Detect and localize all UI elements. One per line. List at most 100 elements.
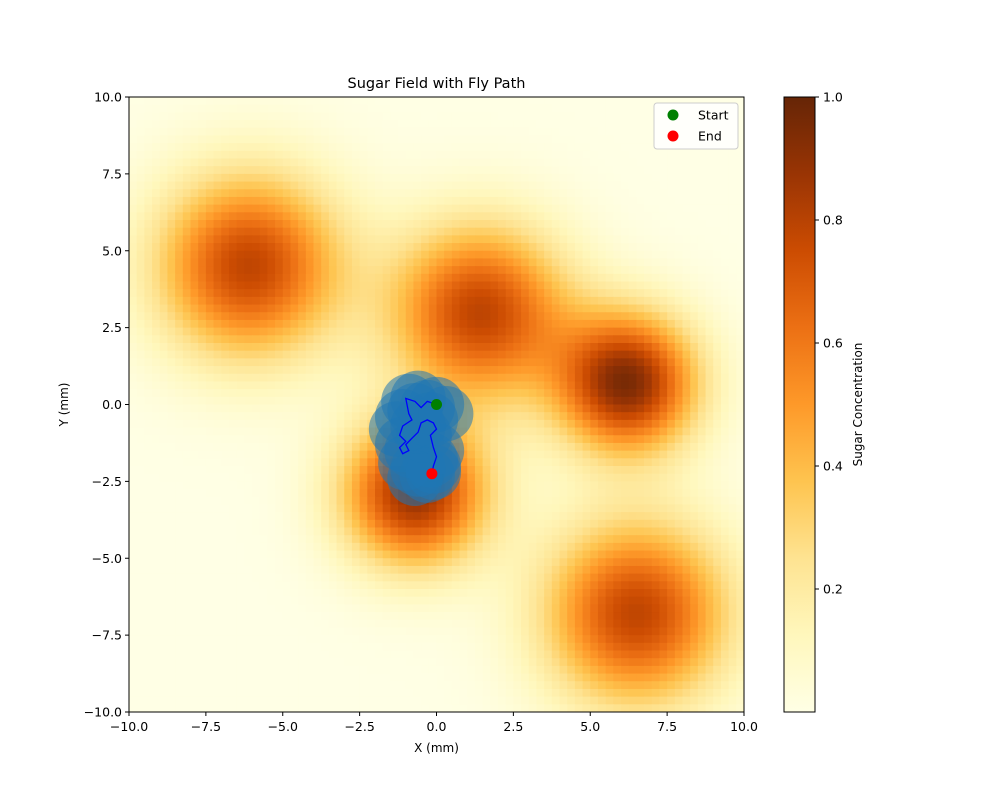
heatmap-cell [213,419,222,429]
heatmap-cell [298,97,307,106]
heatmap-cell [144,519,153,528]
heatmap-cell [667,327,676,336]
heatmap-cell [244,358,253,367]
heatmap-cell [544,289,553,298]
heatmap-cell [474,258,484,267]
heatmap-cell [567,235,576,244]
heatmap-cell [321,396,330,405]
heatmap-cell [720,450,730,459]
heatmap-cell [428,504,437,513]
heatmap-cell [382,312,391,321]
heatmap-cell [597,220,607,229]
heatmap-cell [690,504,699,513]
heatmap-cell [305,389,314,398]
heatmap-cell [605,335,614,344]
heatmap-cell [521,466,530,475]
heatmap-cell [290,573,299,582]
heatmap-cell [651,350,660,359]
heatmap-cell [359,304,368,313]
heatmap-cell [275,312,284,321]
heatmap-cell [505,312,514,321]
heatmap-cell [298,135,307,144]
heatmap-cell [444,158,453,167]
heatmap-cell [390,243,399,252]
heatmap-cell [490,565,499,575]
heatmap-cell [659,335,668,344]
heatmap-cell [144,189,153,198]
heatmap-cell [159,358,168,367]
heatmap-cell [667,296,676,306]
heatmap-cell [667,435,676,444]
heatmap-cell [129,373,138,382]
heatmap-cell [252,112,261,121]
heatmap-cell [152,335,161,344]
heatmap-cell [328,565,338,575]
heatmap-cell [628,489,637,498]
heatmap-cell [175,104,184,113]
heatmap-cell [467,220,476,229]
heatmap-cell [498,427,507,436]
heatmap-cell [551,435,560,444]
heatmap-cell [521,250,530,259]
heatmap-cell [152,296,161,306]
heatmap-cell [567,150,576,159]
heatmap-cell [459,212,468,221]
heatmap-cell [659,473,668,482]
heatmap-cell [713,266,722,275]
heatmap-cell [651,527,660,536]
heatmap-cell [152,419,161,429]
heatmap-cell [551,504,560,513]
heatmap-cell [244,366,253,375]
heatmap-cell [720,304,730,313]
heatmap-cell [467,389,476,398]
heatmap-cell [428,196,437,206]
heatmap-cell [636,235,645,244]
heatmap-cell [590,350,599,359]
heatmap-cell [544,450,553,459]
heatmap-cell [674,458,683,467]
heatmap-cell [505,112,514,121]
heatmap-cell [367,343,376,352]
heatmap-cell [351,565,361,575]
heatmap-cell [544,196,553,206]
heatmap-cell [159,512,168,521]
heatmap-cell [298,381,307,390]
heatmap-cell [451,519,461,528]
heatmap-cell [351,366,361,375]
heatmap-cell [521,335,530,344]
heatmap-cell [582,227,591,236]
heatmap-cell [205,227,215,236]
heatmap-cell [290,235,299,244]
heatmap-cell [567,258,576,267]
heatmap-cell [205,435,215,444]
heatmap-cell [444,296,453,306]
heatmap-cell [736,327,744,336]
heatmap-cell [505,104,514,113]
heatmap-cell [567,196,576,206]
heatmap-cell [328,227,338,236]
heatmap-cell [651,489,660,498]
heatmap-cell [467,127,476,136]
heatmap-cell [144,158,153,167]
heatmap-cell [159,296,168,306]
heatmap-cell [582,296,591,306]
heatmap-cell [644,512,653,521]
heatmap-cell [382,296,391,306]
heatmap-cell [536,512,545,521]
heatmap-cell [728,565,737,575]
heatmap-cell [321,304,330,313]
heatmap-cell [674,250,683,259]
heatmap-cell [275,489,284,498]
heatmap-cell [528,396,537,405]
heatmap-cell [221,412,230,421]
heatmap-cell [136,181,145,190]
heatmap-cell [375,212,384,221]
heatmap-cell [444,565,453,575]
heatmap-cell [713,97,722,106]
heatmap-cell [521,296,530,306]
heatmap-cell [490,204,499,213]
heatmap-cell [221,150,230,159]
heatmap-cell [582,196,591,206]
heatmap-cell [467,519,476,528]
heatmap-cell [482,127,491,136]
